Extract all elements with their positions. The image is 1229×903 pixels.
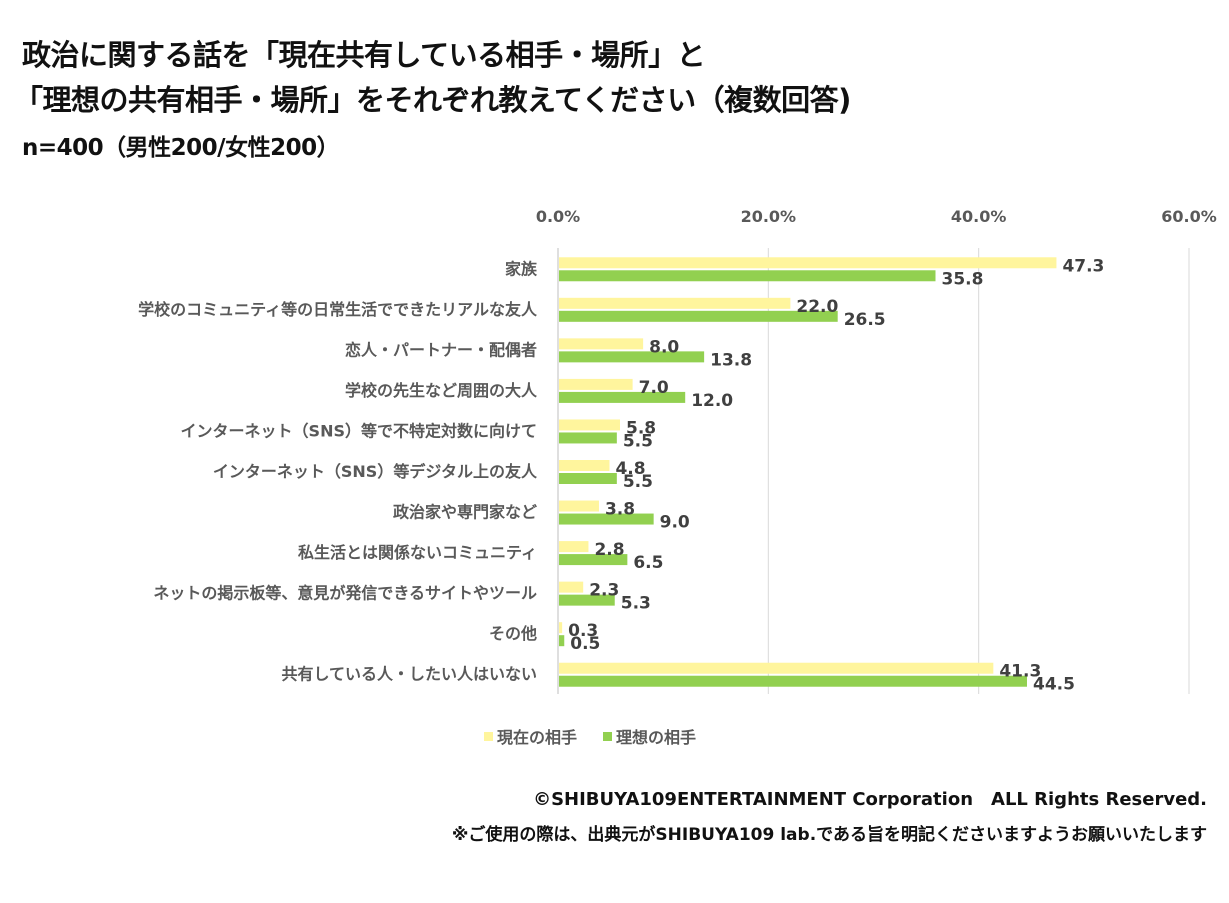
- bar-current: [559, 622, 563, 634]
- value-label-current: 41.3: [999, 662, 1041, 682]
- category-label: その他: [489, 624, 537, 643]
- bar-current: [559, 419, 620, 431]
- value-label-current: 5.8: [626, 418, 656, 438]
- value-label-current: 2.8: [594, 540, 624, 560]
- legend-label-current: 現在の相手: [497, 728, 578, 747]
- value-label-ideal: 35.8: [941, 269, 983, 289]
- value-label-ideal: 12.0: [691, 391, 733, 411]
- value-label-ideal: 0.5: [570, 634, 600, 654]
- value-labels: 47.335.822.026.58.013.87.012.05.85.54.85…: [568, 256, 1104, 694]
- legend: 現在の相手 理想の相手: [484, 724, 696, 748]
- bar-ideal: [559, 675, 1027, 687]
- value-label-current: 4.8: [615, 459, 645, 479]
- value-label-ideal: 5.3: [621, 594, 651, 614]
- bar-ideal: [559, 635, 565, 647]
- legend-swatch-ideal: [603, 731, 613, 741]
- bar-current: [559, 257, 1057, 269]
- value-label-ideal: 44.5: [1033, 675, 1075, 695]
- value-label-ideal: 6.5: [633, 553, 663, 573]
- category-label: ネットの掲示板等、意見が発信できるサイトやツール: [153, 584, 537, 603]
- gridlines: [557, 248, 1190, 694]
- value-label-ideal: 9.0: [660, 513, 690, 533]
- category-label: インターネット（SNS）等デジタル上の友人: [213, 462, 538, 481]
- bar-current: [559, 297, 791, 309]
- value-label-ideal: 13.8: [710, 350, 752, 370]
- bar-ideal: [559, 594, 615, 606]
- value-label-current: 0.3: [568, 621, 598, 641]
- category-label: 家族: [505, 259, 538, 278]
- bar-current: [559, 581, 584, 593]
- bar-current: [559, 541, 589, 553]
- value-label-ideal: 26.5: [844, 310, 886, 330]
- category-label: 学校のコミュニティ等の日常生活でできたリアルな友人: [138, 300, 538, 319]
- bar-current: [559, 338, 644, 350]
- chart-title-line-1: 政治に関する話を「現在共有している相手・場所」と: [22, 38, 706, 72]
- value-label-ideal: 5.5: [623, 472, 653, 492]
- legend-label-ideal: 理想の相手: [616, 728, 697, 747]
- bar-ideal: [559, 432, 617, 444]
- bar-current: [559, 378, 633, 390]
- bar-ideal: [559, 554, 628, 566]
- bar-current: [559, 460, 610, 471]
- chart-title-line-2: 「理想の共有相手・場所」をそれぞれ教えてください（複数回答): [14, 83, 851, 117]
- category-label: 学校の先生など周囲の大人: [345, 381, 538, 400]
- bar-ideal: [559, 351, 705, 363]
- category-label: 私生活とは関係ないコミュニティ: [298, 543, 537, 562]
- bar-ideal: [559, 270, 936, 282]
- x-tick-label: 20.0%: [741, 207, 797, 226]
- value-label-current: 22.0: [796, 297, 838, 317]
- category-label: 政治家や専門家など: [393, 503, 537, 522]
- x-tick-label: 60.0%: [1161, 207, 1217, 226]
- category-label: 共有している人・したい人はいない: [281, 665, 537, 684]
- copyright-text: ©SHIBUYA109ENTERTAINMENT Corporation ALL…: [533, 789, 1207, 810]
- category-label: インターネット（SNS）等で不特定対数に向けて: [181, 421, 537, 440]
- value-label-current: 47.3: [1062, 256, 1104, 276]
- bar-ideal: [559, 310, 838, 322]
- x-tick-label: 40.0%: [951, 207, 1007, 226]
- x-tick-label: 0.0%: [536, 207, 580, 226]
- legend-item-current: 現在の相手: [484, 724, 577, 748]
- bar-ideal: [559, 391, 686, 403]
- usage-notice: ※ご使用の際は、出典元がSHIBUYA109 lab.である旨を明記くださいます…: [451, 825, 1207, 845]
- x-axis-ticks: 0.0% 20.0% 40.0% 60.0%: [536, 207, 1217, 226]
- bar-current: [559, 500, 599, 512]
- bar-ideal: [559, 473, 617, 484]
- legend-item-ideal: 理想の相手: [603, 724, 696, 748]
- value-label-ideal: 5.5: [623, 431, 653, 451]
- bar-current: [559, 662, 994, 674]
- legend-swatch-current: [484, 731, 493, 741]
- value-label-current: 8.0: [649, 337, 679, 357]
- bar-ideal: [559, 513, 654, 525]
- value-label-current: 7.0: [639, 378, 669, 398]
- bars: [559, 257, 1057, 687]
- value-label-current: 3.8: [605, 500, 635, 520]
- category-labels: 家族学校のコミュニティ等の日常生活でできたリアルな友人恋人・パートナー・配偶者学…: [138, 259, 538, 683]
- category-label: 恋人・パートナー・配偶者: [345, 340, 537, 359]
- sample-size: n=400（男性200/女性200）: [22, 135, 340, 161]
- value-label-current: 2.3: [589, 581, 619, 601]
